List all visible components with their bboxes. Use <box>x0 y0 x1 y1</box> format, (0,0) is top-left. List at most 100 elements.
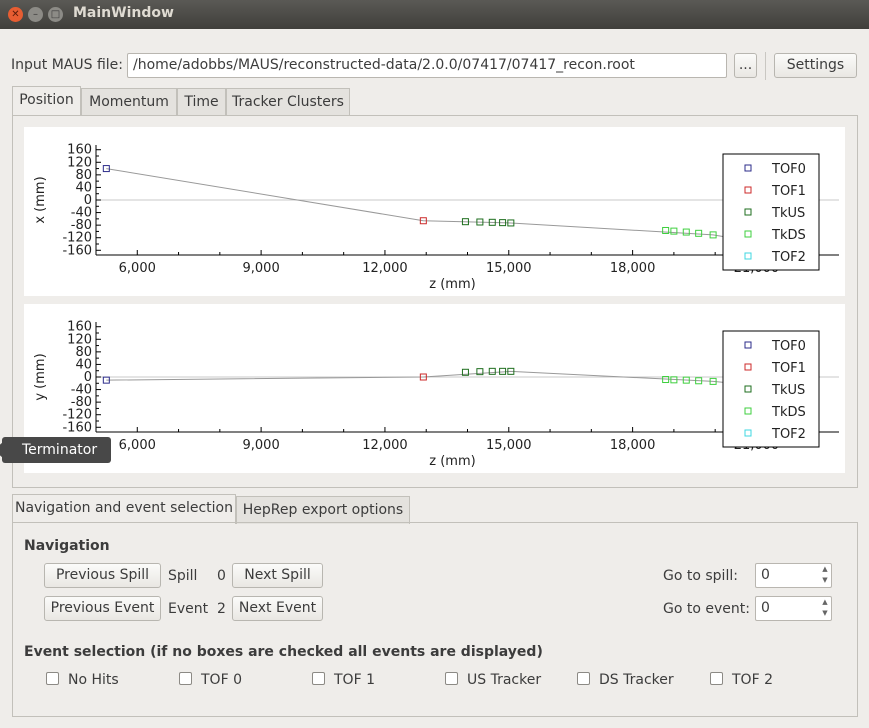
x-tick-label: 9,000 <box>243 438 280 453</box>
navigation-panel <box>12 522 858 717</box>
legend-marker <box>744 252 752 260</box>
legend-label: TOF2 <box>771 427 806 442</box>
data-point-tkds <box>662 376 670 384</box>
minimize-icon[interactable]: – <box>28 7 43 22</box>
data-point-tkus <box>488 218 496 226</box>
y-tick-label: -160 <box>62 420 92 435</box>
ds-tracker-label: DS Tracker <box>599 672 674 688</box>
legend-label: TkDS <box>771 228 806 243</box>
data-point-tof1 <box>419 373 427 381</box>
input-file-label: Input MAUS file: <box>11 57 123 73</box>
y-tick-label: 120 <box>67 155 92 170</box>
tof2-checkbox[interactable] <box>710 672 723 685</box>
next-spill-button[interactable]: Next Spill <box>232 563 323 588</box>
y-tick-label: -120 <box>62 408 92 423</box>
spin-down-icon[interactable]: ▼ <box>822 576 828 584</box>
tof0-checkbox[interactable] <box>179 672 192 685</box>
previous-spill-button[interactable]: Previous Spill <box>44 563 161 588</box>
x-tick-label: 18,000 <box>610 261 656 276</box>
us-tracker-checkbox[interactable] <box>445 672 458 685</box>
tab-momentum[interactable]: Momentum <box>81 88 177 116</box>
legend-label: TOF1 <box>771 184 806 199</box>
tof2-label: TOF 2 <box>732 672 773 688</box>
next-event-button[interactable]: Next Event <box>232 596 323 621</box>
goto-event-input[interactable]: 0 <box>755 596 832 621</box>
goto-event-label: Go to event: <box>663 601 750 617</box>
x-position-plot[interactable]: 160 120 80 40 0 -40 -80 -120 -160 6,000 9,000 12,00… <box>24 127 845 296</box>
y-axis-title: y (mm) <box>33 353 48 400</box>
x-tick-label: 12,000 <box>362 261 408 276</box>
tof0-label: TOF 0 <box>201 672 242 688</box>
tab-tracker-clusters[interactable]: Tracker Clusters <box>226 88 350 116</box>
position-tab-panel <box>12 115 858 488</box>
tab-navigation[interactable]: Navigation and event selection <box>12 494 236 524</box>
data-point-tkds <box>682 228 690 236</box>
x-axis-title: z (mm) <box>429 454 475 469</box>
tab-position[interactable]: Position <box>12 86 81 116</box>
data-point-tof0 <box>102 376 110 384</box>
close-icon[interactable]: ✕ <box>8 7 23 22</box>
spin-down-icon[interactable]: ▼ <box>822 609 828 617</box>
data-point-tkus <box>461 368 469 376</box>
toolbar-divider <box>765 52 766 80</box>
legend-label: TkUS <box>771 383 805 398</box>
y-tick-label: 160 <box>67 143 92 158</box>
legend-marker <box>744 385 752 393</box>
event-label: Event <box>168 601 209 617</box>
browse-button[interactable]: ... <box>734 53 757 78</box>
y-tick-label: -80 <box>71 395 92 410</box>
legend-label: TkDS <box>771 405 806 420</box>
ds-tracker-checkbox[interactable] <box>577 672 590 685</box>
legend-label: TOF1 <box>771 361 806 376</box>
y-tick-label: 40 <box>75 357 92 372</box>
y-tick-label: -40 <box>71 206 92 221</box>
legend-label: TOF0 <box>771 339 806 354</box>
tab-heprep-export[interactable]: HepRep export options <box>236 496 410 524</box>
data-point-tof0 <box>102 165 110 173</box>
spin-up-icon[interactable]: ▲ <box>822 598 828 606</box>
legend-label: TOF0 <box>771 162 806 177</box>
y-tick-label: 40 <box>75 180 92 195</box>
goto-spill-label: Go to spill: <box>663 568 738 584</box>
legend-marker <box>744 186 752 194</box>
x-tick-label: 15,000 <box>486 261 532 276</box>
tooltip: Terminator <box>0 437 112 463</box>
x-tick-label: 6,000 <box>119 438 156 453</box>
legend-marker <box>744 208 752 216</box>
spin-up-icon[interactable]: ▲ <box>822 565 828 573</box>
legend-label: TkUS <box>771 206 805 221</box>
tab-time[interactable]: Time <box>177 88 226 116</box>
x-tick-label: 15,000 <box>486 438 532 453</box>
legend-marker <box>744 230 752 238</box>
y-tick-label: -80 <box>71 218 92 233</box>
x-tick-label: 6,000 <box>119 261 156 276</box>
title-bar: ✕ – □ MainWindow <box>0 0 869 29</box>
data-point-tkds <box>670 376 678 384</box>
y-position-plot[interactable]: 160 120 80 40 0 -40 -80 -120 -160 6,000 9,000 12,00… <box>24 304 845 473</box>
data-point-tkds <box>662 226 670 234</box>
y-tick-label: -40 <box>71 383 92 398</box>
data-point-tkds <box>709 231 717 239</box>
y-tick-label: 80 <box>75 345 92 360</box>
x-tick-label: 9,000 <box>243 261 280 276</box>
legend-marker <box>744 407 752 415</box>
data-point-tkus <box>488 367 496 375</box>
y-tick-label: 0 <box>84 370 92 385</box>
settings-button[interactable]: Settings <box>774 53 857 78</box>
goto-spill-input[interactable]: 0 <box>755 563 832 588</box>
tof1-checkbox[interactable] <box>312 672 325 685</box>
previous-event-button[interactable]: Previous Event <box>44 596 161 621</box>
data-point-tkus <box>476 218 484 226</box>
event-value: 2 <box>217 601 226 617</box>
data-point-tkus <box>476 368 484 376</box>
data-point-tkds <box>670 227 678 235</box>
maximize-icon[interactable]: □ <box>48 7 63 22</box>
x-tick-label: 12,000 <box>362 438 408 453</box>
data-point-tkus <box>461 218 469 226</box>
us-tracker-label: US Tracker <box>467 672 542 688</box>
data-point-tkds <box>709 377 717 385</box>
input-file-field[interactable]: /home/adobbs/MAUS/reconstructed-data/2.0… <box>127 53 727 78</box>
no-hits-checkbox[interactable] <box>46 672 59 685</box>
y-axis-title: x (mm) <box>33 176 48 223</box>
